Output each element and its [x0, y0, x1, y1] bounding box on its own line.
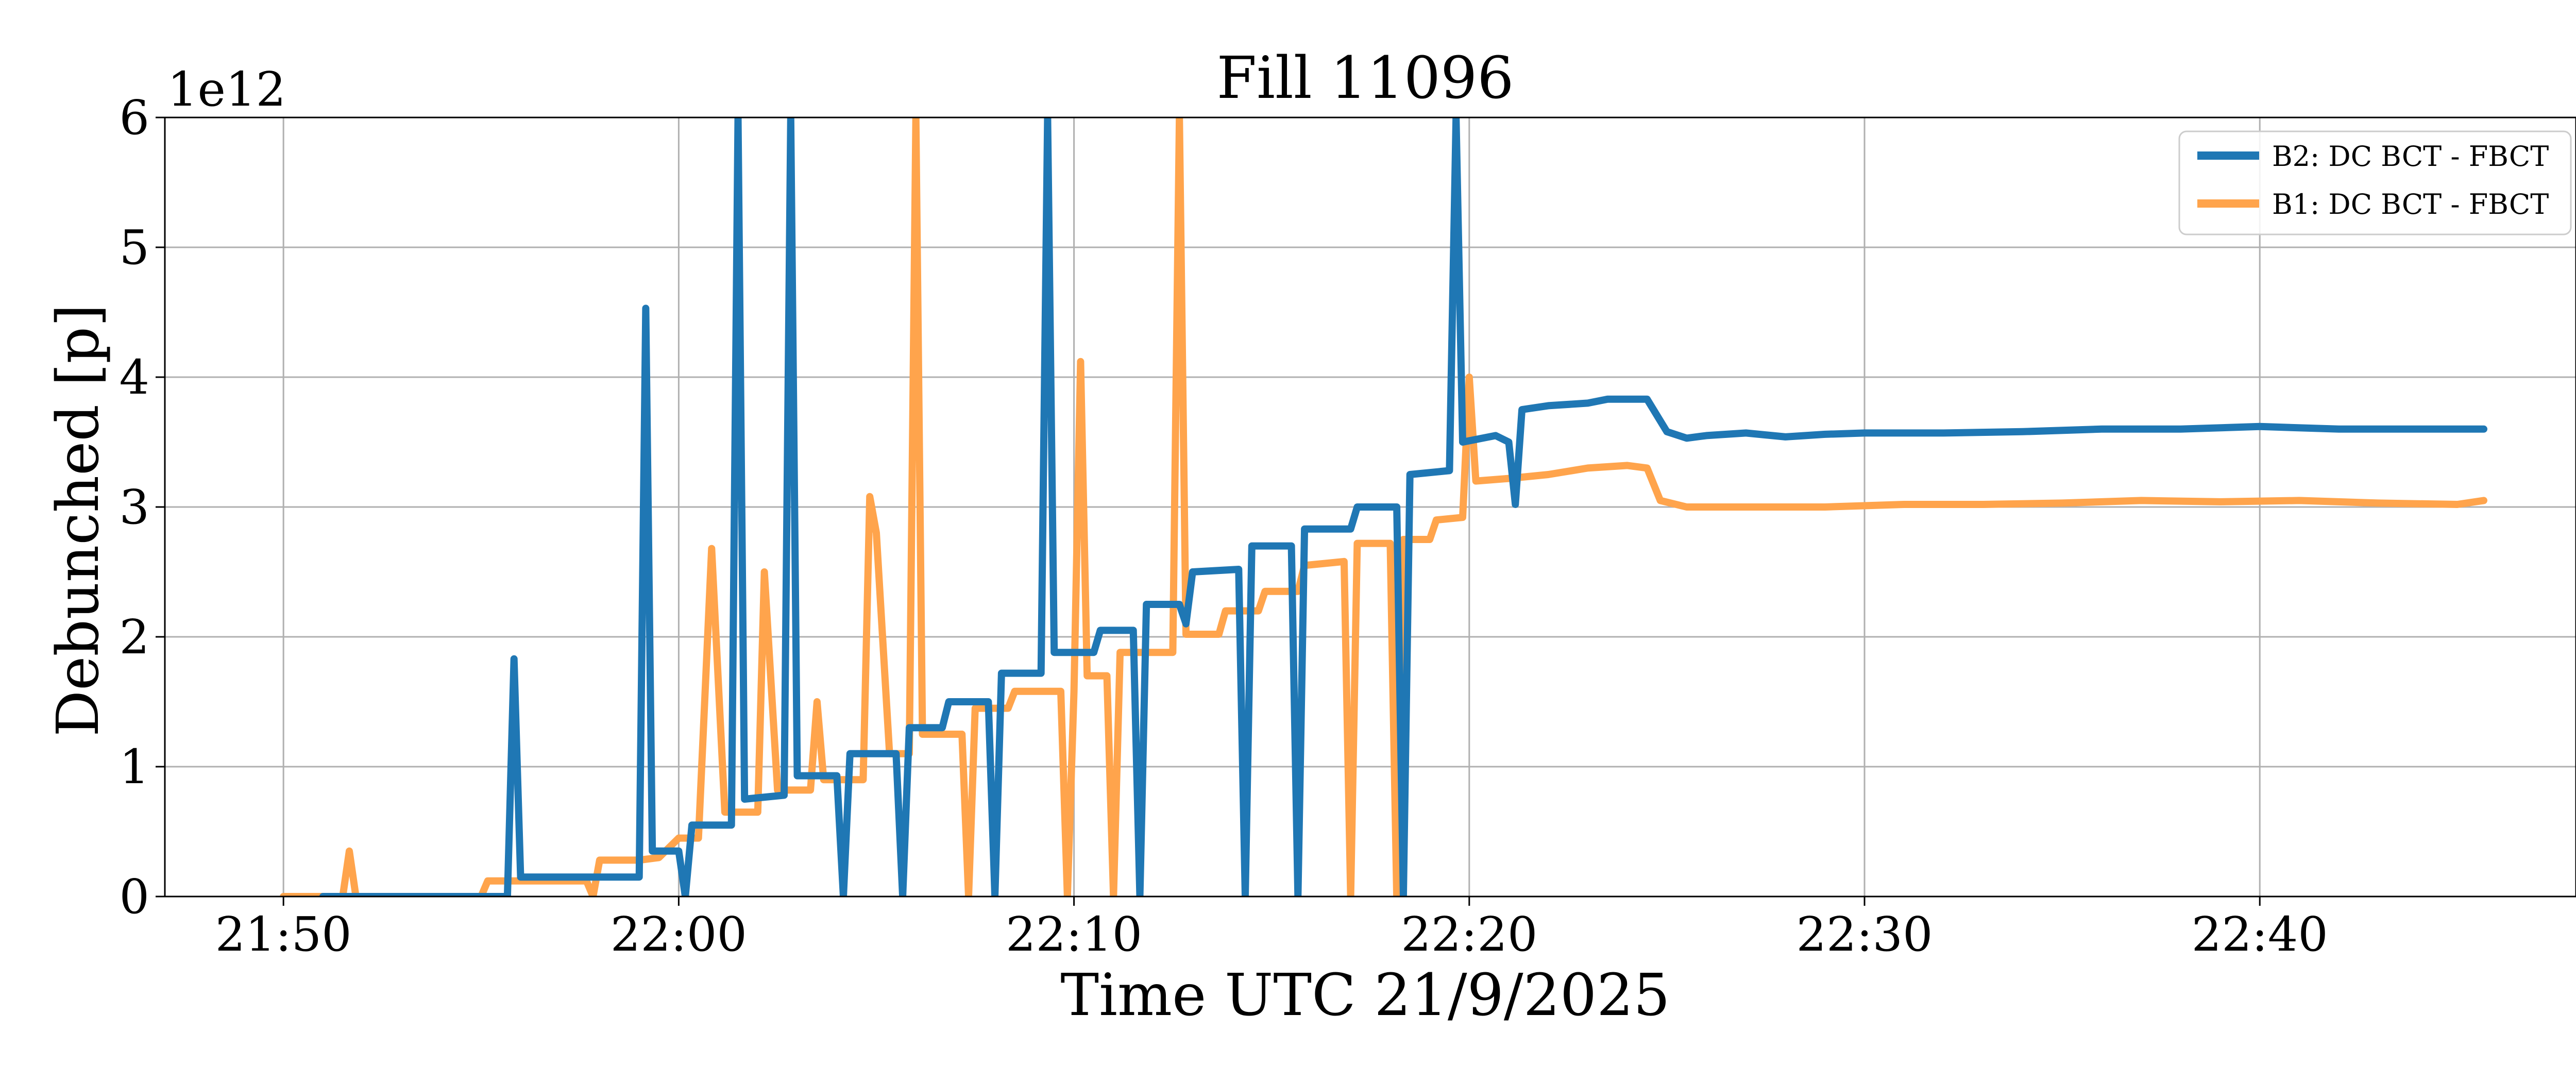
axis-ticks: 21:50 22:00 22:10 22:20 22:30 22:40 0 1 2 3 4 5 6: [119, 90, 2328, 962]
x-tick-label: 21:50: [215, 907, 352, 962]
y-tick-label: 6: [119, 90, 149, 145]
y-offset-label: 1e12: [167, 62, 286, 117]
chart-title: Fill 11096: [1216, 45, 1514, 112]
x-tick-label: 22:20: [1401, 907, 1537, 962]
legend-label-b1: B1: DC BCT - FBCT: [2272, 188, 2549, 221]
x-tick-label: 22:40: [2192, 907, 2328, 962]
y-tick-label: 0: [119, 869, 149, 924]
series-line-b2: [319, 117, 2487, 897]
y-tick-label: 5: [119, 220, 149, 275]
series-line-b1: [280, 117, 2487, 897]
series-layer: [280, 117, 2487, 897]
x-tick-label: 22:10: [1006, 907, 1142, 962]
y-tick-label: 1: [119, 739, 149, 794]
legend-label-b2: B2: DC BCT - FBCT: [2272, 140, 2549, 173]
legend: B2: DC BCT - FBCT B1: DC BCT - FBCT: [2178, 130, 2572, 235]
y-tick-label: 4: [119, 350, 149, 405]
y-axis-label: Debunched [p]: [45, 304, 112, 737]
y-tick-label: 3: [119, 480, 149, 535]
x-axis-label: Time UTC 21/9/2025: [1060, 962, 1670, 1029]
x-tick-label: 22:00: [611, 907, 747, 962]
x-tick-label: 22:30: [1796, 907, 1933, 962]
legend-box: [2178, 130, 2572, 235]
y-tick-label: 2: [119, 610, 149, 665]
